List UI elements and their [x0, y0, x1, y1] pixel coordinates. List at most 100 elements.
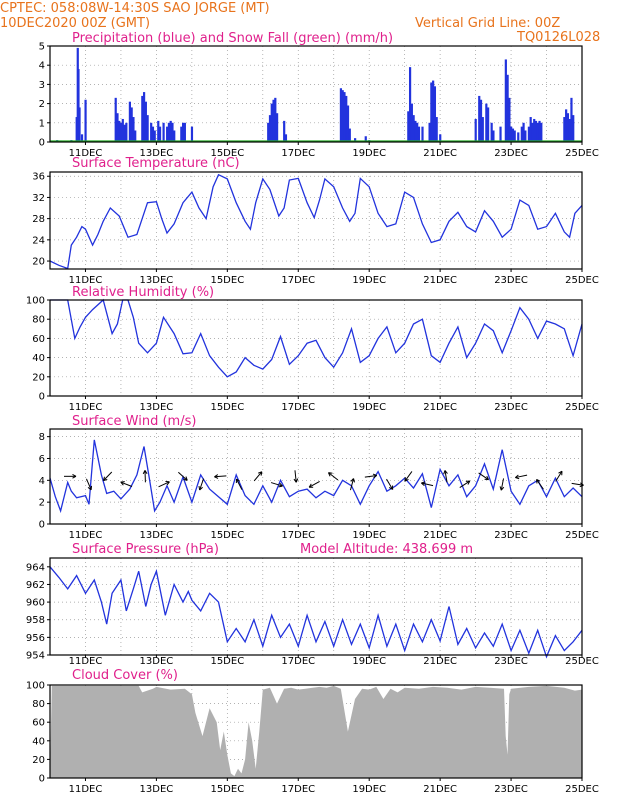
wind-arrow-head [499, 486, 505, 491]
precip-bar [80, 134, 84, 142]
x-tick-label: 13DEC [140, 530, 174, 541]
y-tick-label: 8 [39, 432, 45, 443]
y-tick-label: 2 [39, 99, 45, 110]
precip-bar [416, 122, 419, 142]
precip-bar [270, 103, 273, 142]
panel-3 [47, 298, 583, 399]
panel-frame [49, 45, 583, 143]
precip-bar [171, 122, 174, 142]
y-tick-label: 24 [32, 235, 45, 246]
x-tick-label: 17DEC [281, 148, 315, 159]
precip-bar [499, 126, 502, 142]
precip-bar [182, 122, 185, 142]
x-tick-label: 21DEC [423, 402, 457, 413]
wind-arrow-head [165, 481, 170, 486]
x-tick-label: 15DEC [210, 656, 244, 667]
wind-arrow [328, 472, 339, 481]
precip-bar [508, 97, 511, 142]
precip-bar [123, 124, 126, 142]
x-tick-label: 21DEC [423, 148, 457, 159]
precip-bar [284, 134, 288, 142]
precip-bar [84, 99, 87, 142]
wind-arrow [270, 482, 283, 487]
y-tick-label: 962 [26, 580, 45, 591]
x-tick-label: 11DEC [69, 148, 103, 159]
y-tick-label: 60 [32, 334, 45, 345]
x-tick-label: 17DEC [281, 784, 315, 795]
wind-arrow-head [214, 474, 219, 479]
wind-arrow [478, 472, 489, 481]
panel-4 [47, 428, 584, 527]
wind-arrow [158, 481, 170, 488]
panel-frame [49, 428, 583, 525]
precip-bar [410, 103, 413, 142]
precip-bar [173, 130, 176, 142]
wind-arrow-head [558, 470, 563, 476]
panel-title: Cloud Cover (%) [72, 668, 178, 683]
y-tick-label: 0 [39, 138, 45, 149]
y-tick-label: 20 [32, 372, 45, 383]
precip-bar [412, 115, 415, 142]
wind-arrow-head [443, 470, 448, 475]
x-tick-label: 23DEC [494, 784, 528, 795]
x-tick-label: 13DEC [140, 402, 174, 413]
wind-arrow-head [257, 471, 263, 476]
panel-title: Surface Pressure (hPa) [72, 542, 219, 557]
precip-bar [510, 126, 513, 142]
x-tick-label: 13DEC [140, 784, 174, 795]
panel-2 [47, 171, 583, 272]
wind-arrow-head [465, 480, 471, 485]
precip-bar [267, 122, 270, 142]
precip-bar [119, 122, 123, 142]
precip-bar [487, 107, 490, 142]
x-tick-label: 13DEC [140, 656, 174, 667]
x-tick-label: 15DEC [210, 402, 244, 413]
y-tick-label: 3 [39, 80, 45, 91]
panel-frame [49, 299, 583, 397]
panel-annotation: Model Altitude: 438.699 m [300, 542, 473, 557]
x-tick-label: 21DEC [423, 656, 457, 667]
precip-bar [146, 115, 149, 142]
panel-frame [49, 171, 583, 270]
y-tick-label: 960 [26, 598, 45, 609]
x-tick-label: 25DEC [565, 148, 599, 159]
precip-bar [141, 95, 144, 142]
precip-bar [166, 126, 169, 142]
precip-bar [272, 99, 275, 142]
precip-bar [520, 126, 523, 142]
wind-arrow-head [183, 476, 188, 481]
y-tick-label: 4 [39, 476, 45, 487]
x-tick-label: 19DEC [352, 402, 386, 413]
x-tick-label: 23DEC [494, 530, 528, 541]
panel-title: Relative Humidity (%) [72, 285, 214, 300]
x-tick-label: 19DEC [352, 530, 386, 541]
wind-arrow-head [142, 470, 148, 475]
precip-bar [432, 80, 435, 142]
y-tick-label: 32 [32, 193, 45, 204]
precip-bar [527, 126, 530, 142]
precip-bar [190, 126, 194, 142]
wind-arrow-head [293, 478, 299, 483]
precip-bar [435, 117, 438, 142]
x-tick-label: 25DEC [565, 784, 599, 795]
precip-bar [354, 138, 357, 142]
series-line [49, 566, 583, 659]
precip-bar [345, 95, 348, 142]
wind-arrow [515, 474, 528, 479]
precip-bar [428, 122, 431, 142]
x-tick-label: 11DEC [69, 275, 103, 286]
wind-arrow [294, 470, 297, 483]
precip-bar [534, 120, 538, 142]
precip-bar [566, 113, 570, 142]
precip-bar [77, 69, 80, 142]
x-tick-label: 17DEC [281, 275, 315, 286]
precip-bar [339, 88, 343, 142]
x-tick-label: 19DEC [352, 784, 386, 795]
x-tick-label: 19DEC [352, 656, 386, 667]
precip-bar [341, 90, 344, 142]
precip-bar [153, 130, 156, 142]
wind-arrow [85, 478, 92, 491]
wind-arrow [103, 471, 113, 481]
precip-bar [565, 109, 568, 142]
precip-bar [536, 122, 539, 142]
